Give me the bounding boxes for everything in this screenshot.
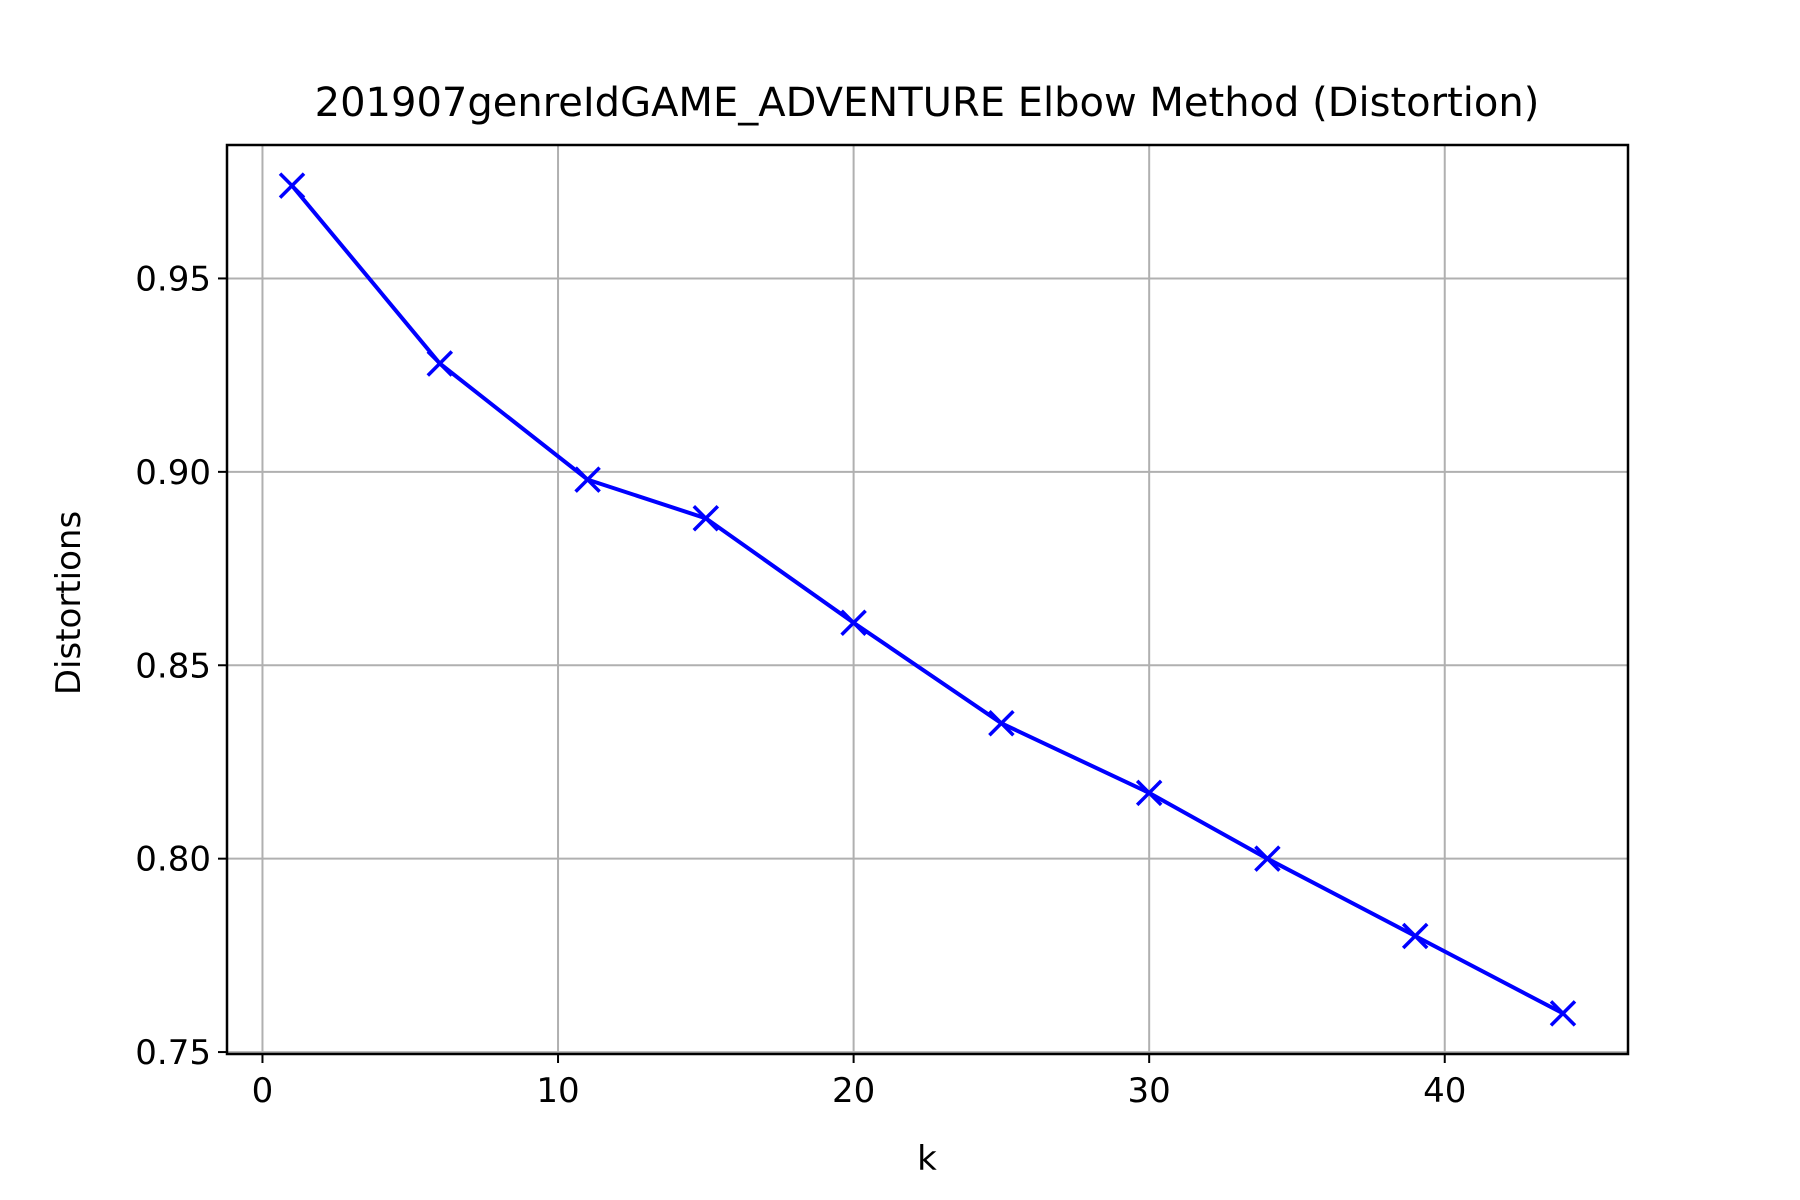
series-line [290,184,1564,1016]
x-axis-label: k [917,1139,937,1179]
data-point-marker [426,350,454,377]
data-point-marker [692,505,720,532]
data-point-marker [1135,779,1163,807]
y-tick-label: 0.80 [135,840,211,880]
data-point-marker [1401,922,1429,950]
grid-lines [227,145,1628,1054]
y-tick-label: 0.75 [135,1033,211,1073]
axis-ticks: 0 10 20 30 40 0.75 0.80 0.85 0.90 0.95 [135,259,1466,1111]
x-tick-label: 10 [536,1071,579,1111]
y-tick-label: 0.95 [135,259,211,299]
x-tick-label: 20 [832,1071,875,1111]
data-point-marker [840,609,867,636]
y-tick-label: 0.85 [135,646,211,686]
x-tick-label: 40 [1423,1071,1466,1111]
data-series [278,172,1577,1027]
y-tick-label: 0.90 [135,453,211,493]
plot-frame [225,143,1630,1056]
x-tick-label: 0 [252,1071,274,1111]
y-axis-label: Distortions [49,511,89,695]
data-point-marker [574,466,601,493]
data-point-marker [988,710,1015,737]
data-point-marker [278,172,306,199]
chart-title: 201907genreIdGAME_ADVENTURE Elbow Method… [315,80,1540,126]
data-point-marker [1549,1000,1577,1027]
data-point-marker [1254,845,1281,872]
x-tick-label: 30 [1128,1071,1171,1111]
